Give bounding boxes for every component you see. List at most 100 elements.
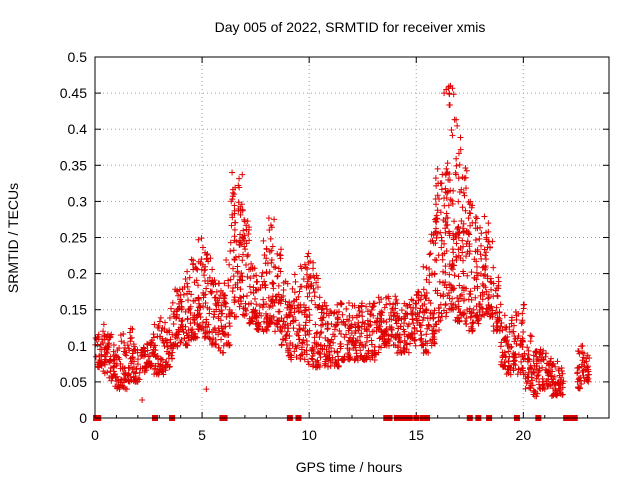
data-point: [142, 362, 149, 369]
data-point: [240, 227, 247, 234]
data-point: [471, 274, 478, 281]
data-point: [234, 284, 241, 291]
data-point: [324, 326, 331, 333]
data-point: [280, 286, 287, 293]
data-point: [417, 328, 424, 335]
data-point: [204, 278, 211, 285]
data-point: [153, 370, 160, 377]
data-point: [123, 386, 130, 393]
data-point: [304, 278, 311, 285]
data-point: [536, 384, 543, 391]
data-point: [483, 288, 490, 295]
data-point: [412, 342, 419, 349]
data-point: [184, 283, 191, 290]
data-point: [297, 327, 304, 334]
data-point: [413, 292, 420, 299]
data-point: [174, 335, 181, 342]
data-point: [390, 309, 397, 316]
data-point: [163, 363, 170, 370]
data-point: [407, 340, 414, 347]
data-point: [228, 222, 235, 229]
data-point: [315, 341, 322, 348]
data-point: [164, 343, 171, 350]
data-point: [196, 303, 203, 310]
data-point: [574, 369, 581, 376]
data-point: [480, 263, 487, 270]
data-point: [184, 315, 191, 322]
data-point: [100, 321, 107, 328]
data-point: [123, 352, 130, 359]
data-point: [195, 311, 202, 318]
data-point: [540, 378, 547, 385]
data-point: [168, 305, 175, 312]
data-point: [175, 331, 182, 338]
data-point: [344, 316, 351, 323]
data-point: [301, 356, 308, 363]
data-point: [267, 302, 274, 309]
data-point: [448, 284, 455, 291]
data-point: [463, 253, 470, 260]
data-point: [441, 250, 448, 257]
data-point: [376, 318, 383, 325]
data-point: [240, 311, 247, 318]
data-point: [457, 146, 464, 153]
data-point: [462, 207, 469, 214]
data-point: [243, 262, 250, 269]
data-point: [459, 225, 466, 232]
data-point: [247, 289, 254, 296]
data-point: [195, 282, 202, 289]
data-point: [261, 252, 268, 259]
data-point: [256, 302, 263, 309]
data-point: [294, 305, 301, 312]
data-point: [270, 263, 277, 270]
data-point: [127, 338, 134, 345]
data-point: [339, 311, 346, 318]
data-point: [227, 248, 234, 255]
data-point: [215, 331, 222, 338]
data-point: [111, 360, 118, 367]
data-point: [443, 194, 450, 201]
data-point: [120, 348, 127, 355]
data-point: [471, 256, 478, 263]
data-point: [472, 294, 479, 301]
data-point: [368, 341, 375, 348]
data-point: [353, 350, 360, 357]
data-point: [179, 286, 186, 293]
y-tick-label: 0: [79, 410, 87, 426]
data-point: [459, 249, 466, 256]
data-point: [510, 322, 517, 329]
data-point: [186, 305, 193, 312]
data-point: [462, 165, 469, 172]
data-point: [286, 345, 293, 352]
data-point: [265, 323, 272, 330]
data-point: [442, 218, 449, 225]
data-point: [449, 266, 456, 273]
data-point: [450, 262, 457, 269]
data-point: [235, 253, 242, 260]
data-point: [272, 328, 279, 335]
data-point: [296, 322, 303, 329]
data-point: [392, 293, 399, 300]
data-point: [188, 291, 195, 298]
data-point: [426, 279, 433, 286]
data-point: [519, 310, 526, 317]
y-tick-label: 0.15: [60, 302, 87, 318]
data-point: [215, 280, 222, 287]
data-point: [417, 305, 424, 312]
data-point: [408, 329, 415, 336]
data-point: [376, 299, 383, 306]
data-point: [348, 321, 355, 328]
data-point: [511, 333, 518, 340]
data-point: [319, 305, 326, 312]
data-point: [455, 303, 462, 310]
data-point: [390, 301, 397, 308]
data-point: [576, 385, 583, 392]
data-point: [190, 298, 197, 305]
data-point: [418, 337, 425, 344]
data-point: [492, 287, 499, 294]
data-point: [433, 201, 440, 208]
data-point: [151, 321, 158, 328]
data-point: [446, 295, 453, 302]
data-point: [446, 101, 453, 108]
data-point: [244, 253, 251, 260]
